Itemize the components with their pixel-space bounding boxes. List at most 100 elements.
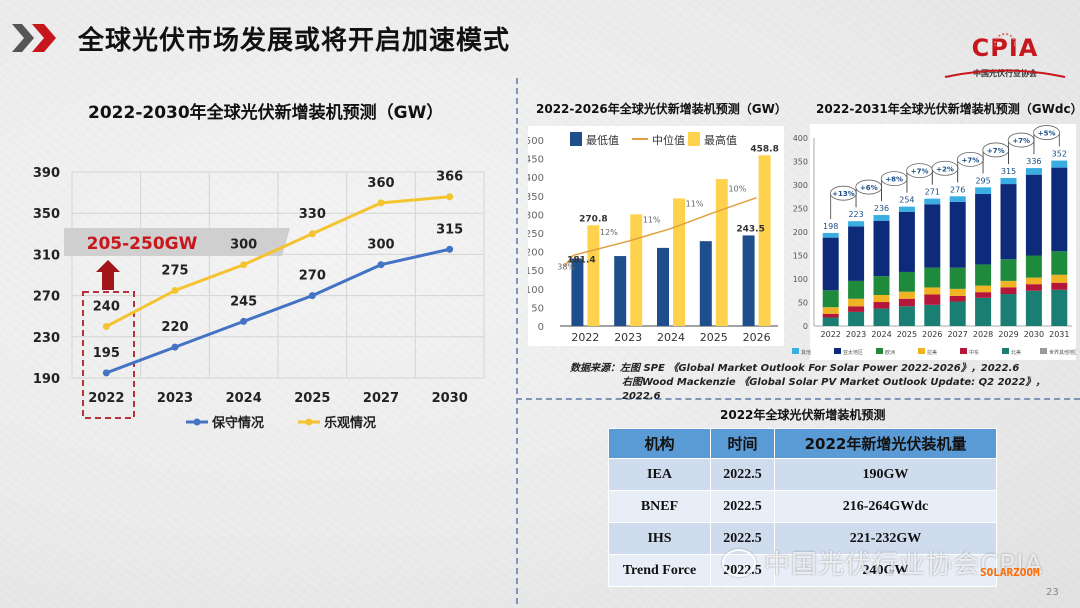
stacked-bar-segment	[822, 313, 839, 318]
stacked-bar-segment	[848, 226, 865, 281]
highlight-dashed-box	[82, 291, 135, 419]
bar-max	[673, 198, 685, 326]
x-tick-label: 2022	[88, 391, 124, 406]
bar-max	[758, 155, 771, 326]
legend-swatch	[834, 348, 841, 354]
highlight-band	[64, 228, 290, 256]
y-tick-label: 150	[528, 266, 544, 277]
stacked-bar-segment	[1025, 255, 1042, 278]
x-tick-label: 2030	[432, 391, 468, 406]
data-label: 240	[93, 300, 120, 315]
growth-label: +7%	[911, 168, 929, 176]
slide-header: 全球光伏市场发展或将开启加速模式	[12, 18, 510, 58]
data-label: 330	[299, 207, 326, 222]
cell-time: 2022.5	[710, 458, 775, 491]
table-row: Trend Force 2022.5 240GW	[608, 554, 997, 587]
data-point	[308, 230, 316, 238]
x-tick-label: 2027	[948, 330, 968, 339]
cell-time: 2022.5	[710, 490, 775, 523]
stacked-bar-segment	[924, 204, 941, 268]
total-label: 276	[950, 185, 965, 194]
stacked-bar-segment	[898, 211, 915, 272]
vertical-divider	[516, 78, 518, 604]
legend-swatch	[960, 348, 967, 354]
x-tick-label: 2026	[922, 330, 942, 339]
stacked-bar-segment	[848, 298, 865, 307]
table-row: IHS 2022.5 221-232GW	[608, 522, 997, 555]
median-growth-label: 38%	[557, 262, 575, 271]
legend-marker	[193, 418, 201, 426]
line-chart: 190 230 270 310 350 390 2022 2023 2024 2025 2027 20…	[33, 166, 485, 431]
legend-label: 最低值	[586, 134, 619, 147]
stacked-bar-segment	[924, 294, 941, 305]
legend-label: 其他	[801, 349, 811, 356]
source-line-2: 右图Wood Mackenzie 《Global Solar PV Market…	[622, 377, 1046, 402]
stacked-bar-segment	[924, 304, 941, 326]
bar-min	[614, 256, 627, 326]
stacked-bar-segment	[822, 237, 839, 291]
up-arrow-icon	[96, 260, 120, 290]
cell-institution: IEA	[608, 458, 711, 491]
table-row: IEA 2022.5 190GW	[608, 458, 997, 491]
stacked-bar-segment	[1025, 277, 1042, 285]
y-tick-label: 100	[528, 285, 544, 296]
legend-swatch	[792, 348, 799, 354]
growth-label: +13%	[832, 190, 855, 198]
stacked-bar-segment	[1000, 177, 1017, 185]
spe-chart-title: 2022-2026年全球光伏新增装机预测（GW）	[536, 102, 787, 116]
y-tick-label: 450	[528, 155, 544, 166]
watermark-text: 中国光伏行业协会CPIA	[764, 550, 1044, 580]
legend-label: 世界其他地区	[1049, 349, 1076, 356]
median-growth-label: 11%	[643, 216, 661, 225]
growth-label: +7%	[987, 147, 1005, 155]
double-chevron-icon	[12, 24, 56, 52]
y-tick-label: 200	[528, 248, 544, 259]
stacked-bar-segment	[1000, 294, 1017, 326]
header-capacity: 2022年新增光伏装机量	[774, 428, 997, 459]
data-point	[446, 245, 454, 253]
data-label: 458.8	[750, 144, 778, 154]
cell-institution: Trend Force	[608, 554, 711, 587]
x-tick-label: 2023	[846, 330, 866, 339]
x-tick-label: 2029	[998, 330, 1018, 339]
data-point	[171, 343, 179, 351]
bar-min	[657, 247, 669, 326]
x-tick-label: 2024	[871, 330, 891, 339]
growth-label: +5%	[1038, 130, 1056, 138]
stacked-bar-segment	[898, 291, 915, 299]
stacked-bar-segment	[924, 267, 941, 288]
data-point	[240, 261, 248, 269]
y-tick-label: 200	[793, 228, 808, 237]
logo-text: CPIA	[971, 34, 1039, 62]
y-tick-label: 350	[528, 192, 544, 203]
stacked-bar-segment	[949, 301, 966, 326]
x-tick-label: 2023	[157, 391, 193, 406]
stacked-bar-segment	[1000, 184, 1017, 260]
stacked-bar-segment	[873, 276, 890, 295]
x-tick-label: 2022	[571, 331, 599, 344]
legend-marker	[305, 418, 313, 426]
data-point	[240, 317, 248, 325]
x-tick-label: 2025	[897, 330, 917, 339]
legend-label: 欧洲	[885, 349, 895, 356]
stacked-bar-segment	[822, 232, 839, 238]
cell-institution: IHS	[608, 522, 711, 555]
y-tick-label: 0	[803, 322, 808, 331]
x-tick-label: 2024	[657, 331, 685, 344]
total-label: 236	[874, 204, 889, 213]
growth-label: +6%	[860, 184, 878, 192]
woodmac-stacked-chart: 0 50 100 150 200 250 300 350 400 198 2022 223 2023 23…	[792, 124, 1076, 360]
data-label: 360	[367, 176, 394, 191]
median-line	[563, 196, 757, 267]
data-label: 243.5	[736, 224, 764, 234]
median-growth-label: 11%	[686, 200, 704, 209]
line-chart-title: 2022-2030年全球光伏新增装机预测（GW）	[88, 103, 444, 123]
stacked-bar-segment	[873, 294, 890, 303]
cell-capacity: 240GW	[774, 554, 997, 587]
x-tick-label: 2030	[1024, 330, 1044, 339]
y-tick-label: 400	[793, 134, 808, 143]
logo-subtitle: 中国光伏行业协会	[973, 69, 1037, 78]
stacked-bar-segment	[1000, 287, 1017, 295]
stacked-bar-segment	[1051, 289, 1068, 326]
stacked-bar-segment	[1051, 167, 1068, 252]
